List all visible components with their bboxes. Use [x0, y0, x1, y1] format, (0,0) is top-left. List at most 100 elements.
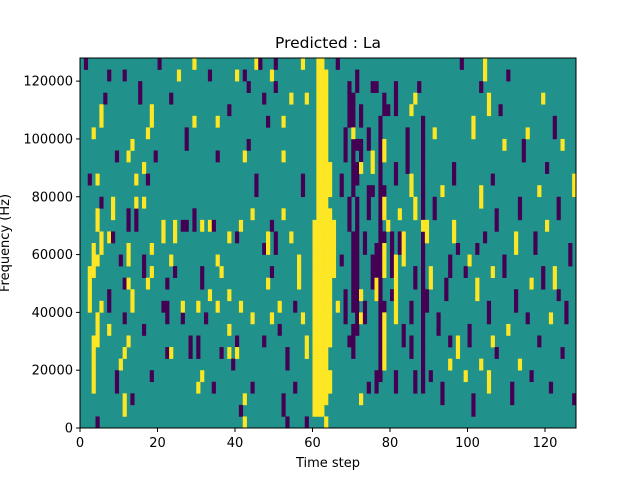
heatmap-cell-high — [506, 323, 511, 336]
heatmap-cell-low — [440, 381, 445, 394]
heatmap-cell-low — [99, 196, 104, 209]
heatmap-cell-high — [99, 243, 104, 255]
heatmap-cell-low — [421, 381, 426, 394]
heatmap-cell-low — [188, 335, 193, 348]
heatmap-cell-low — [424, 300, 430, 313]
heatmap-cell-high — [242, 416, 247, 429]
heatmap-cell-low — [421, 208, 426, 221]
heatmap-cell-high — [149, 104, 154, 117]
heatmap-cell-low — [432, 196, 437, 209]
heatmap-cell-low — [142, 254, 147, 267]
heatmap-cell-low — [351, 300, 356, 313]
heatmap-cell-low — [502, 254, 507, 267]
heatmap-cell-high — [331, 231, 337, 244]
heatmap-cell-low — [211, 219, 216, 232]
x-tick-label: 60 — [304, 436, 321, 451]
heatmap-cell-high — [122, 347, 127, 359]
heatmap-cell-high — [242, 150, 247, 163]
heatmap-cell-high — [328, 312, 333, 325]
heatmap-cell-low — [490, 173, 495, 186]
heatmap-cell-high — [111, 208, 116, 221]
heatmap-cell-low — [204, 312, 209, 325]
heatmap-cell-high — [320, 58, 325, 70]
heatmap-cell-high — [328, 289, 333, 302]
heatmap-cell-high — [320, 104, 325, 117]
heatmap-cell-low — [467, 323, 472, 336]
heatmap-cell-high — [382, 150, 387, 163]
heatmap-cell-high — [207, 289, 213, 302]
heatmap-cell-high — [320, 312, 325, 325]
heatmap-cell-high — [107, 323, 112, 336]
heatmap-cell-high — [316, 173, 321, 186]
heatmap-cell-high — [316, 196, 321, 209]
heatmap-cell-high — [324, 219, 329, 232]
heatmap-cell-high — [320, 243, 325, 255]
heatmap-cell-low — [382, 185, 387, 198]
heatmap-cell-low — [293, 300, 298, 313]
y-tick-label: 80000 — [32, 190, 73, 205]
heatmap-cell-high — [320, 162, 325, 174]
heatmap-cell-low — [421, 254, 426, 267]
heatmap-cell-high — [382, 266, 387, 278]
heatmap-cell-low — [413, 266, 418, 278]
heatmap-cell-low — [572, 393, 577, 406]
heatmap-cell-high — [328, 231, 333, 244]
heatmap-cell-high — [312, 323, 317, 336]
heatmap-cell-high — [215, 254, 220, 267]
heatmap-cell-high — [424, 219, 430, 232]
heatmap-cell-high — [316, 404, 321, 417]
heatmap-cell-high — [552, 277, 557, 290]
heatmap-cell-high — [180, 300, 185, 313]
heatmap-cell-high — [316, 393, 321, 406]
heatmap-cell-low — [347, 81, 352, 93]
heatmap-cell-high — [320, 300, 325, 313]
heatmap-cell-low — [351, 266, 356, 278]
heatmap-cell-high — [176, 69, 182, 82]
heatmap-cell-high — [471, 115, 476, 128]
heatmap-cell-low — [378, 219, 383, 232]
heatmap-cell-high — [312, 289, 317, 302]
heatmap-cell-high — [545, 219, 550, 232]
heatmap-cell-high — [126, 335, 131, 348]
heatmap-cell-low — [215, 150, 220, 163]
heatmap-cell-low — [300, 185, 306, 198]
heatmap-cell-high — [324, 92, 329, 105]
heatmap-cell-low — [475, 243, 480, 255]
heatmap-cell-high — [281, 115, 286, 128]
heatmap-cell-low — [285, 416, 290, 429]
heatmap-cell-low — [126, 208, 131, 221]
heatmap-cell-low — [107, 289, 112, 302]
heatmap-cell-high — [320, 323, 325, 336]
heatmap-cell-high — [91, 335, 96, 348]
heatmap-cell-low — [533, 243, 538, 255]
heatmap-cell-low — [374, 266, 379, 278]
heatmap-cell-high — [324, 393, 329, 406]
heatmap-cell-low — [401, 335, 406, 348]
heatmap-cell-high — [382, 312, 387, 325]
heatmap-cell-high — [452, 219, 457, 232]
heatmap-cell-high — [312, 370, 317, 383]
heatmap-cell-high — [393, 277, 399, 290]
heatmap-cell-low — [471, 404, 476, 417]
heatmap-cell-high — [529, 277, 534, 290]
heatmap-cell-low — [424, 289, 430, 302]
heatmap-cell-low — [413, 277, 418, 290]
heatmap-cell-low — [405, 127, 410, 140]
heatmap-cell-low — [393, 104, 399, 117]
heatmap-cell-low — [180, 312, 185, 325]
heatmap-cell-high — [331, 243, 337, 255]
heatmap-cell-low — [374, 81, 379, 93]
heatmap-cell-low — [421, 150, 426, 163]
heatmap-cell-high — [91, 370, 96, 383]
heatmap-cell-low — [351, 92, 356, 105]
heatmap-cell-low — [374, 254, 379, 267]
heatmap-cell-low — [142, 323, 147, 336]
heatmap-cell-low — [517, 208, 523, 221]
heatmap-cell-high — [219, 266, 224, 278]
heatmap-cell-high — [514, 231, 519, 244]
heatmap-cell-low — [227, 104, 232, 117]
heatmap-cell-high — [475, 277, 480, 290]
heatmap-cell-high — [196, 300, 201, 313]
heatmap-cell-low — [560, 347, 565, 359]
heatmap-cell-high — [316, 92, 321, 105]
